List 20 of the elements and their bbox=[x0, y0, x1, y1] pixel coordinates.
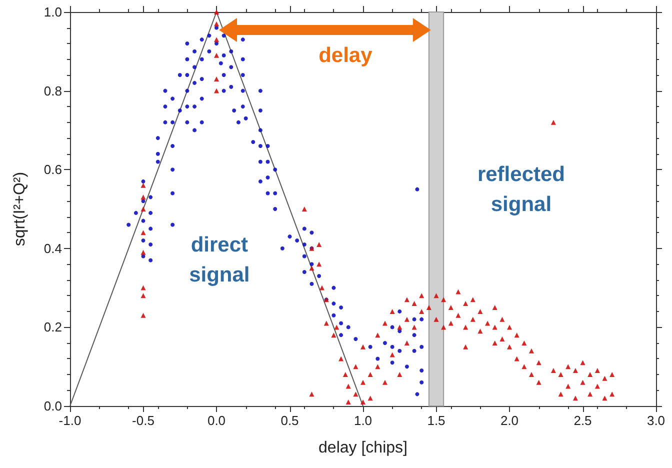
x-tick-label: 0.0 bbox=[207, 413, 226, 428]
y-tick-label: 1.0 bbox=[44, 4, 62, 20]
x-tick-label: -0.5 bbox=[132, 413, 154, 428]
x-tick-label: 3.0 bbox=[646, 413, 666, 428]
x-axis-title: delay [chips] bbox=[318, 440, 408, 456]
x-tick-label: 1.0 bbox=[354, 413, 372, 428]
y-axis-title: sqrt(I²+Q²) bbox=[12, 172, 28, 246]
x-tick-label: 1.5 bbox=[427, 413, 446, 428]
x-tick-label: 0.5 bbox=[280, 413, 299, 428]
y-tick-label: 0.8 bbox=[44, 83, 62, 98]
x-tick-label: 2.0 bbox=[500, 413, 519, 428]
y-tick-label: 0.2 bbox=[44, 320, 62, 335]
annotation: delay bbox=[318, 44, 373, 67]
y-tick-label: 0.0 bbox=[44, 398, 62, 414]
annotation: reflected signal bbox=[477, 162, 565, 216]
x-tick-label: -1.0 bbox=[58, 413, 82, 428]
y-tick-label: 0.6 bbox=[44, 162, 62, 178]
annotation: direct signal bbox=[189, 234, 250, 287]
y-tick-label: 0.4 bbox=[44, 240, 62, 256]
x-tick-label: 2.5 bbox=[574, 413, 592, 428]
